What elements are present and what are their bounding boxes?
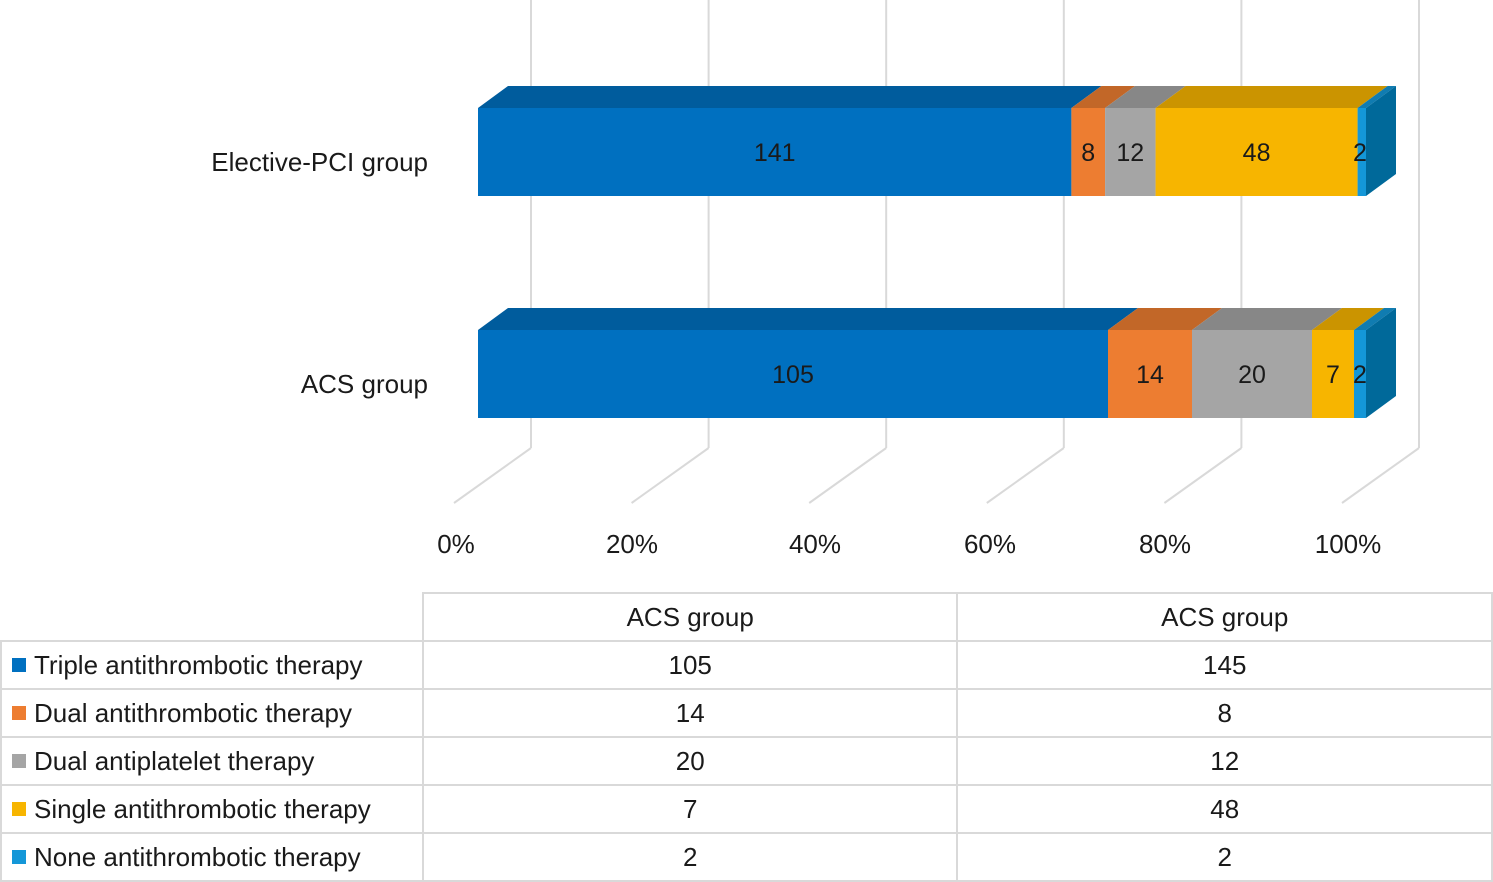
data-label: 2 [1353, 139, 1367, 167]
bar-segment: 7 [1312, 308, 1384, 418]
x-tick-label: 20% [606, 529, 658, 559]
table-cell: 20 [421, 736, 959, 786]
bar-segment-top [1312, 308, 1384, 330]
floor-gridline [1163, 447, 1242, 504]
table-row-label: Single antithrombotic therapy [0, 784, 424, 834]
floor-gridline [631, 447, 710, 504]
table-row: Single antithrombotic therapy 7 48 [0, 784, 1493, 834]
table-cell: 145 [956, 640, 1493, 690]
bar-segment-top [478, 86, 1102, 108]
table-row-label: Dual antithrombotic therapy [0, 688, 424, 738]
row-label-text: None antithrombotic therapy [34, 841, 361, 872]
bar-segment: 141 [478, 86, 1102, 196]
bar-segment-top [1155, 86, 1388, 108]
bar-segment-front [1105, 108, 1156, 196]
floor-gridline [986, 447, 1065, 504]
bar-segment-top [1105, 86, 1186, 108]
data-label: 48 [1243, 139, 1271, 167]
bar-segment: 105 [478, 308, 1138, 418]
row-label-text: Triple antithrombotic therapy [34, 649, 363, 680]
bar-segment: 2 [1353, 86, 1396, 196]
bar-segment-front [1108, 330, 1192, 418]
bar-segment-front [1071, 108, 1106, 196]
table-cell: 2 [421, 832, 959, 882]
x-tick-label: 0% [437, 529, 475, 559]
data-label: 7 [1326, 361, 1340, 389]
bar-segment-top [478, 308, 1138, 330]
table-corner-cell [1, 593, 424, 642]
bar-segment: 20 [1192, 308, 1342, 418]
bar-segment-front [1192, 330, 1312, 418]
bar-segment-front [1357, 108, 1366, 196]
table-column-header: ACS group [421, 592, 959, 642]
bar-segment-top [1192, 308, 1342, 330]
bar-segment-top [1108, 308, 1222, 330]
category-labels: Elective-PCI group ACS group [211, 147, 428, 399]
data-label: 8 [1081, 139, 1095, 167]
bar-segment-top [1071, 86, 1136, 108]
row-label-text: Dual antiplatelet therapy [34, 745, 315, 776]
data-label: 20 [1238, 361, 1266, 389]
floor-gridline [1341, 447, 1420, 504]
bar-side-face [1366, 308, 1396, 418]
bar-segment-top [1354, 308, 1396, 330]
bar-segment: 2 [1353, 308, 1396, 418]
legend-swatch [12, 849, 26, 864]
table-cell: 105 [421, 640, 959, 690]
bar-segment-front [478, 330, 1108, 418]
x-tick-label: 80% [1139, 529, 1191, 559]
bar-segment: 8 [1071, 86, 1136, 196]
data-label: 105 [772, 361, 814, 389]
bar-segment-front [1155, 108, 1358, 196]
data-label: 14 [1136, 361, 1164, 389]
table-cell: 12 [956, 736, 1493, 786]
bar-segment-front [1312, 330, 1354, 418]
table-header-row: ACS group ACS group [1, 592, 1493, 642]
table-row-label: Triple antithrombotic therapy [0, 640, 424, 690]
legend-swatch [12, 753, 26, 768]
row-label-text: Dual antithrombotic therapy [34, 697, 352, 728]
x-tick-label: 60% [964, 529, 1016, 559]
table-row: Dual antiplatelet therapy 20 12 [0, 736, 1493, 786]
floor-gridline [453, 447, 532, 504]
legend-swatch [12, 705, 26, 720]
data-label: 12 [1116, 139, 1144, 167]
table-column-header: ACS group [956, 592, 1493, 642]
table-cell: 8 [956, 688, 1493, 738]
bar-segment-front [478, 108, 1072, 196]
x-tick-label: 100% [1315, 529, 1382, 559]
table-cell: 48 [956, 784, 1493, 834]
table-row: Triple antithrombotic therapy 105 145 [0, 640, 1493, 690]
bar-segment-top [1357, 86, 1396, 108]
x-tick-label: 40% [789, 529, 841, 559]
data-label: 141 [754, 139, 796, 167]
table-row-label: Dual antiplatelet therapy [0, 736, 424, 786]
bar-segment: 12 [1105, 86, 1186, 196]
floor-gridline [808, 447, 887, 504]
bar-segment: 48 [1155, 86, 1388, 196]
data-label: 2 [1353, 361, 1367, 389]
table-row-label: None antithrombotic therapy [0, 832, 424, 882]
gridlines [453, 0, 1420, 504]
table-cell: 7 [421, 784, 959, 834]
row-label-text: Single antithrombotic therapy [34, 793, 371, 824]
legend-swatch [12, 657, 26, 672]
table-cell: 2 [956, 832, 1493, 882]
legend-swatch [12, 801, 26, 816]
table-row: None antithrombotic therapy 2 2 [0, 832, 1493, 882]
category-label: ACS group [301, 369, 428, 399]
table-row: Dual antithrombotic therapy 14 8 [0, 688, 1493, 738]
category-label: Elective-PCI group [211, 147, 428, 177]
bar-segment: 14 [1108, 308, 1222, 418]
bar-segment-front [1354, 330, 1366, 418]
data-table: ACS group ACS group Triple antithromboti… [0, 592, 1493, 882]
x-axis-ticks: 0% 20% 40% 60% 80% 100% [437, 529, 1381, 559]
table-cell: 14 [421, 688, 959, 738]
bar-side-face [1366, 86, 1396, 196]
